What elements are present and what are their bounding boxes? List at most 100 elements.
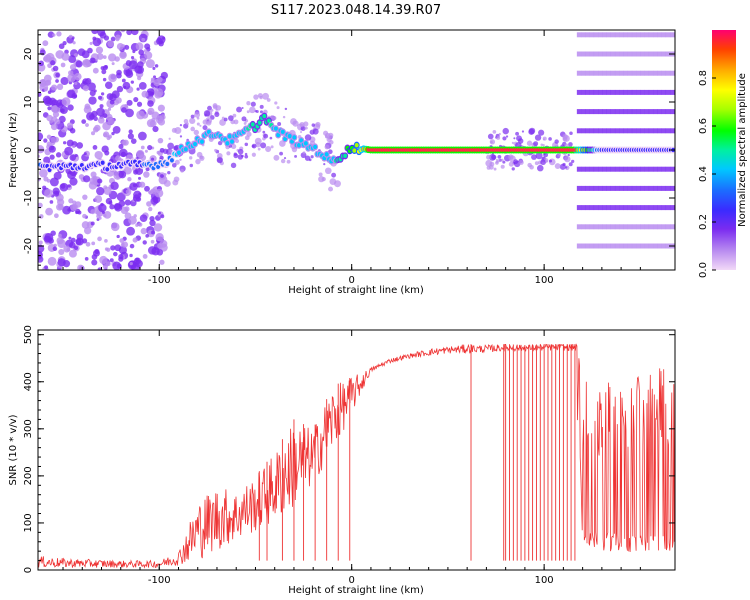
noise-blob [94, 150, 103, 160]
harmonic-mark [589, 185, 595, 191]
noise-blob [210, 109, 214, 112]
harmonic-mark [636, 128, 641, 134]
noise-blob [159, 239, 168, 248]
noise-blob [54, 213, 59, 219]
noise-blob [55, 152, 62, 158]
harmonic-mark [581, 89, 586, 95]
noise-blob [56, 203, 64, 211]
x-tick-label: 100 [535, 575, 554, 586]
noise-blob [57, 239, 67, 248]
noise-blob [502, 160, 506, 164]
harmonic-mark [661, 205, 667, 211]
noise-blob [102, 77, 107, 82]
noise-blob [160, 214, 165, 219]
noise-blob [511, 141, 514, 144]
y-tick-label: 200 [23, 466, 34, 485]
harmonic-mark [631, 70, 637, 76]
noise-blob [219, 119, 226, 126]
noise-blob [535, 152, 543, 160]
harmonic-mark [585, 243, 590, 249]
noise-blob [137, 131, 147, 141]
noise-blob [59, 182, 69, 192]
noise-blob [157, 137, 164, 144]
harmonic-mark [619, 185, 624, 191]
noise-blob [84, 103, 91, 110]
harmonic-mark [623, 89, 628, 95]
harmonic-mark [623, 224, 628, 230]
harmonic-mark [661, 89, 667, 95]
harmonic-mark [610, 51, 616, 57]
noise-blob [189, 163, 194, 168]
harmonic-mark [585, 70, 590, 76]
harmonic-mark [610, 32, 616, 38]
harmonic-mark [648, 166, 654, 172]
noise-blob [112, 125, 121, 134]
harmonic-mark [610, 185, 616, 191]
noise-blob [67, 104, 74, 111]
noise-blob [244, 154, 249, 159]
harmonic-mark [627, 205, 633, 211]
noise-blob [82, 213, 87, 219]
noise-blob [126, 99, 133, 106]
harmonic-mark [598, 185, 603, 191]
harmonic-mark [661, 243, 667, 249]
harmonic-mark [602, 89, 607, 95]
noise-blob [180, 168, 185, 173]
noise-blob [554, 139, 559, 144]
noise-blob [131, 30, 139, 36]
harmonic-mark [576, 185, 582, 191]
harmonic-mark [653, 166, 658, 172]
noise-blob [153, 79, 161, 87]
noise-blob [138, 81, 147, 90]
noise-blob [47, 256, 57, 266]
harmonic-mark [644, 166, 650, 172]
ridge-point [229, 139, 234, 144]
noise-blob [540, 143, 544, 147]
noise-blob [129, 253, 133, 258]
noise-blob [145, 59, 155, 69]
harmonic-mark [619, 205, 624, 211]
noise-blob [489, 154, 496, 161]
noise-blob [142, 240, 147, 245]
harmonic-mark [576, 205, 582, 211]
noise-blob [328, 186, 334, 192]
harmonic-mark [653, 89, 658, 95]
harmonic-mark [623, 205, 628, 211]
harmonic-mark [648, 70, 654, 76]
noise-blob [120, 206, 129, 215]
noise-blob [39, 214, 44, 219]
noise-blob [324, 167, 332, 175]
harmonic-mark [606, 128, 611, 134]
noise-blob [155, 233, 164, 242]
harmonic-mark [657, 109, 662, 115]
noise-blob [126, 226, 136, 236]
noise-blob [257, 93, 263, 98]
noise-blob [174, 159, 180, 165]
harmonic-mark [576, 51, 582, 57]
noise-blob [140, 145, 145, 150]
noise-blob [292, 120, 299, 127]
noise-blob [125, 108, 134, 118]
harmonic-mark [581, 32, 586, 38]
noise-blob [231, 143, 237, 150]
y-tick-label: 10 [23, 96, 34, 109]
harmonic-mark [581, 243, 586, 249]
noise-blob [324, 144, 330, 150]
harmonic-mark [636, 243, 641, 249]
harmonic-mark [636, 70, 641, 76]
harmonic-mark [640, 128, 645, 134]
noise-blob [38, 244, 45, 253]
harmonic-mark [598, 89, 603, 95]
noise-blob [144, 149, 148, 153]
harmonic-mark [606, 109, 611, 115]
harmonic-mark [644, 205, 650, 211]
noise-blob [150, 188, 157, 195]
noise-blob [115, 72, 122, 79]
noise-blob [116, 234, 120, 239]
noise-blob [498, 132, 501, 136]
noise-blob [534, 161, 539, 166]
noise-blob [571, 159, 575, 163]
noise-blob [122, 139, 129, 146]
harmonic-mark [602, 205, 607, 211]
